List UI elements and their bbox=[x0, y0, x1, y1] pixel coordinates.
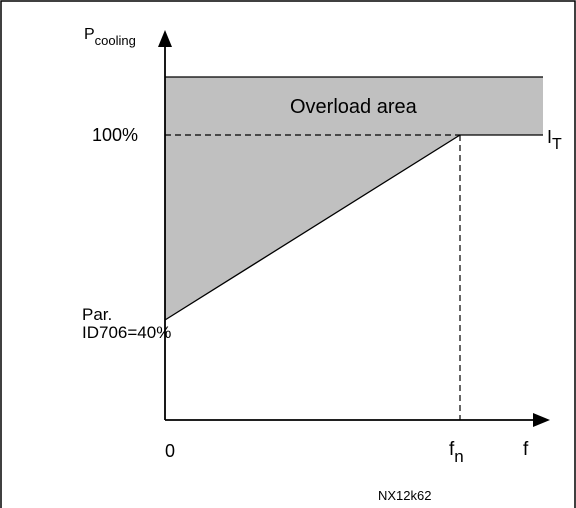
region-label: Overload area bbox=[290, 96, 418, 118]
overload-area bbox=[165, 77, 543, 320]
it-curve-label-subscript: T bbox=[552, 136, 562, 153]
it-curve bbox=[164, 134, 543, 321]
x-axis-arrowhead bbox=[533, 413, 550, 427]
fn-label: fn bbox=[449, 439, 464, 466]
fn-label-subscript: n bbox=[454, 447, 463, 466]
x-axis-label: f bbox=[523, 439, 529, 460]
y-axis-label: Pcooling bbox=[84, 26, 136, 48]
y-axis-label-subscript: cooling bbox=[95, 33, 136, 48]
y-axis-arrowhead bbox=[158, 30, 172, 47]
min-level-label-line2: ID706=40% bbox=[82, 323, 171, 342]
level-100-label: 100% bbox=[92, 125, 138, 145]
figure-code: NX12k62 bbox=[378, 488, 431, 503]
origin-label: 0 bbox=[165, 441, 175, 461]
it-curve-label: IT bbox=[547, 127, 562, 153]
min-level-label-line1: Par. bbox=[82, 305, 112, 324]
